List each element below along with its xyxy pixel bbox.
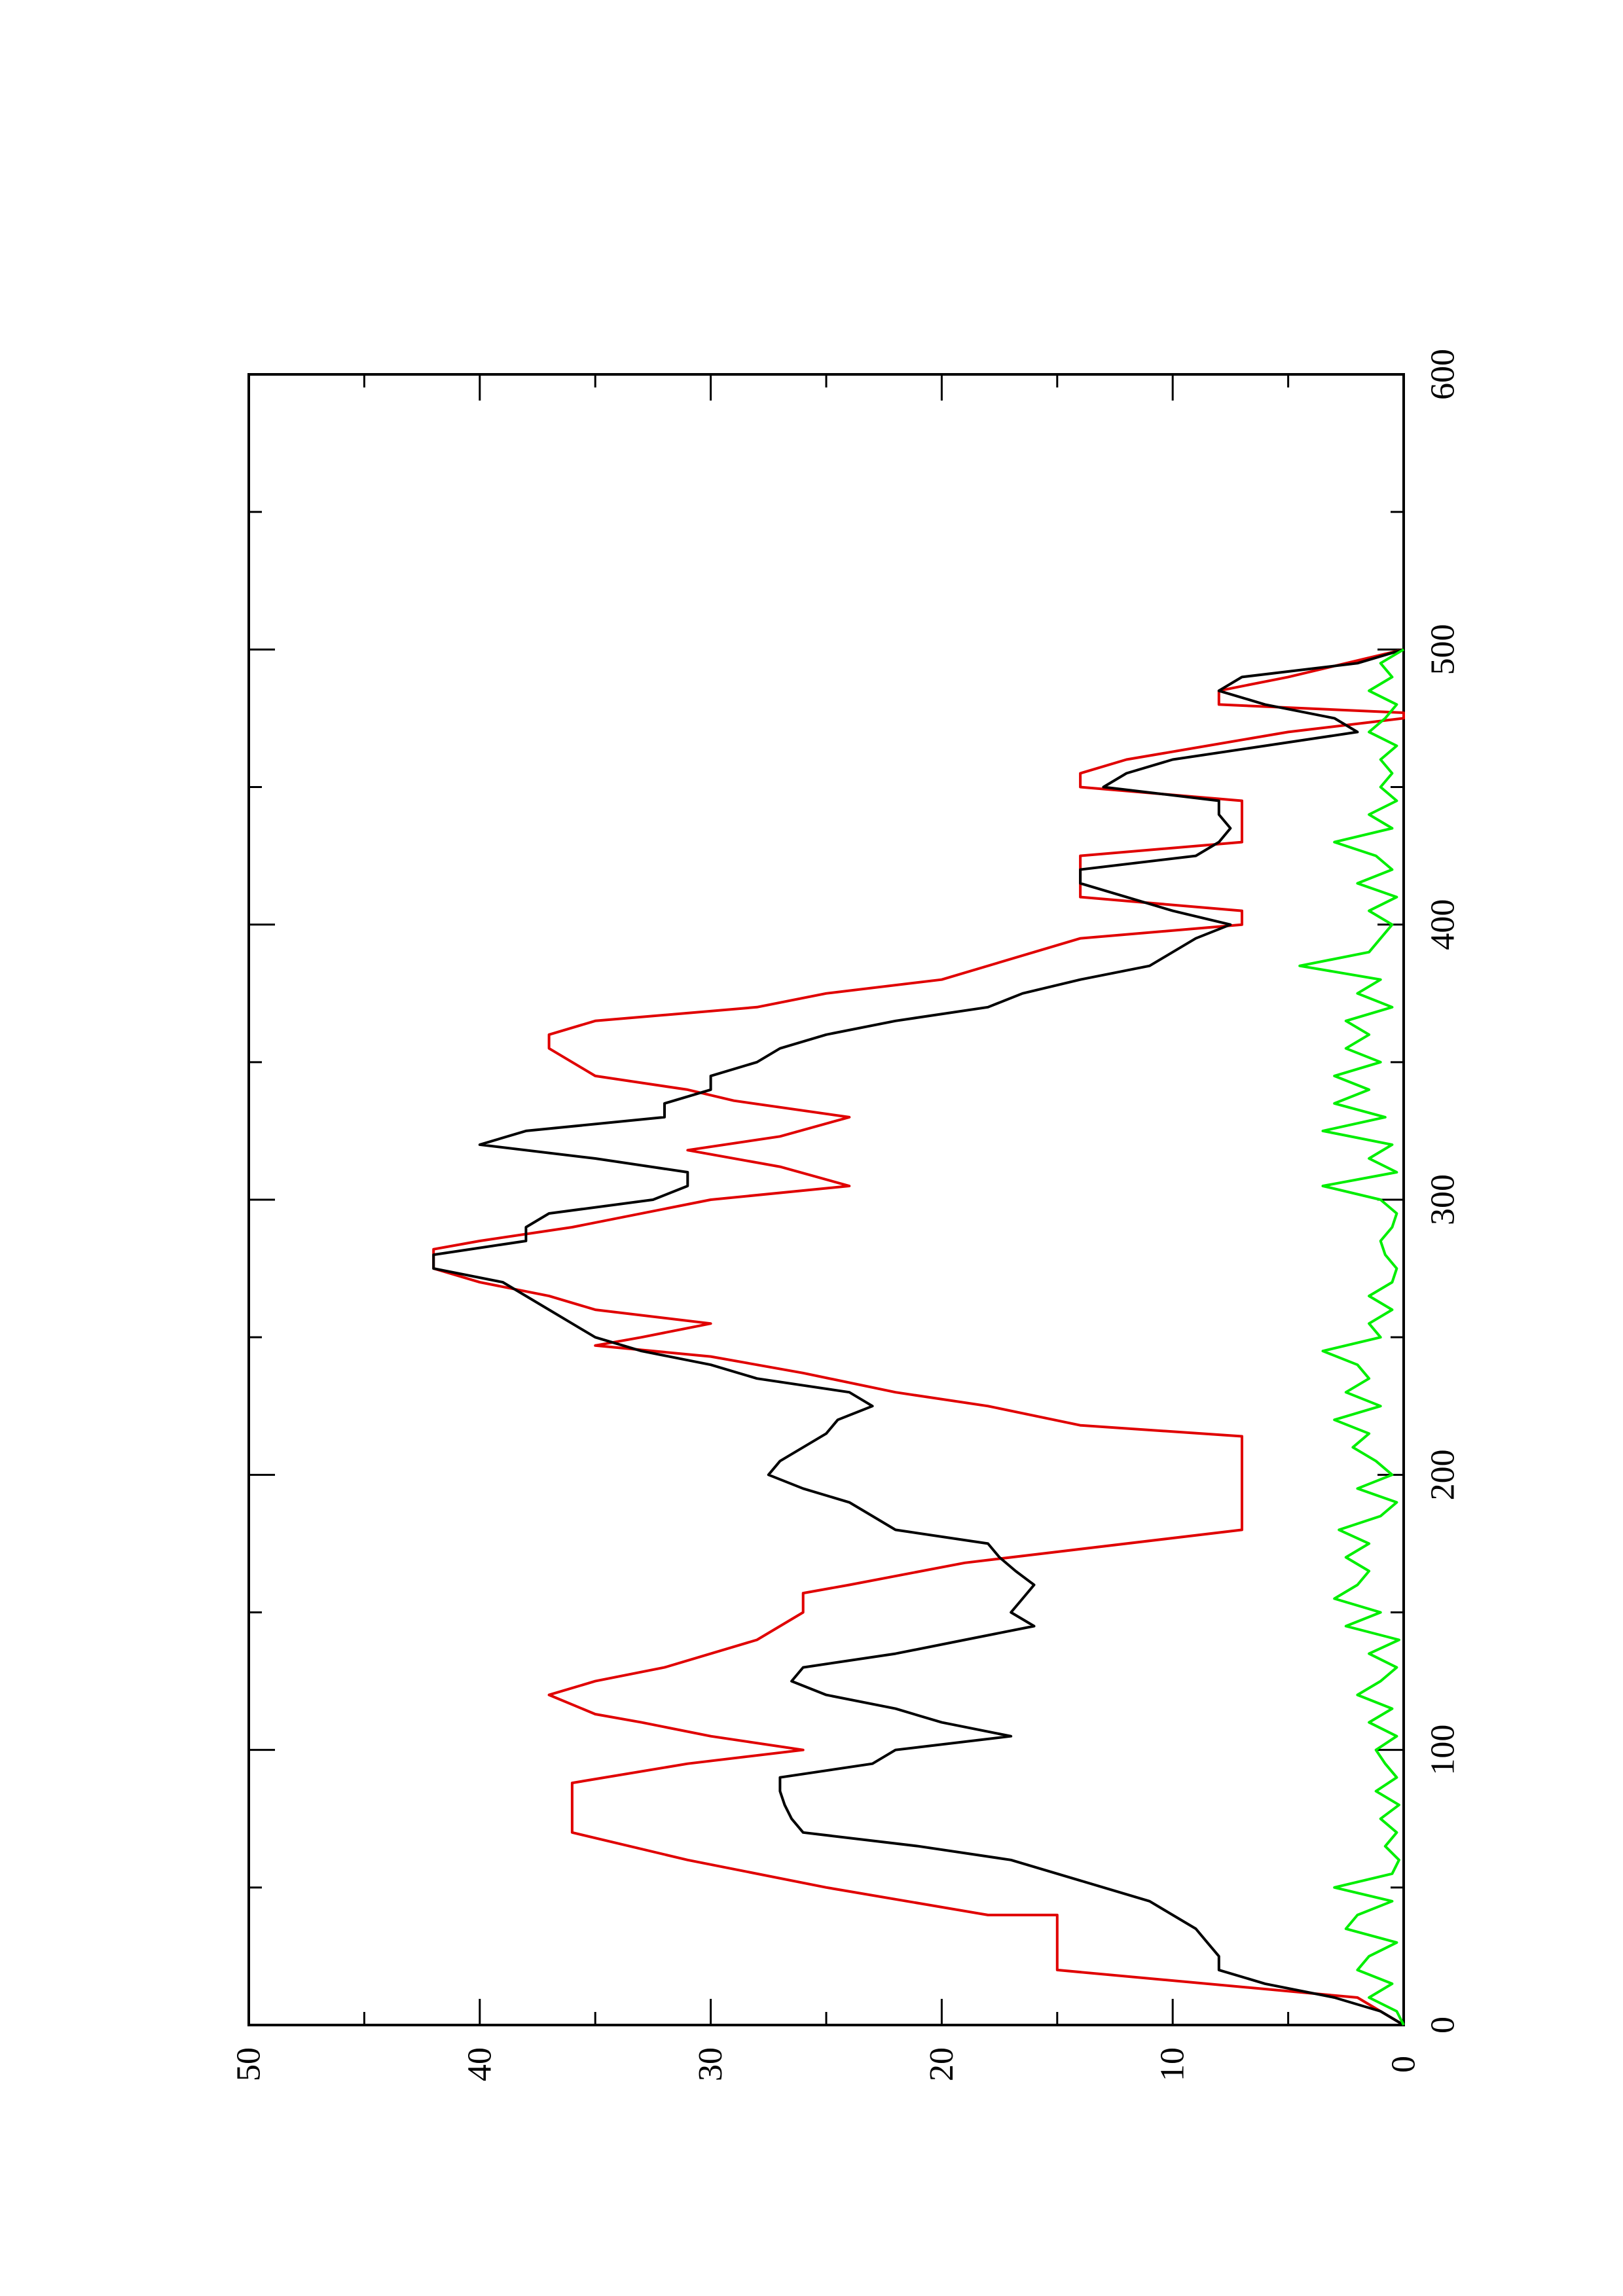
x-tick-label: 0 (1425, 2017, 1462, 2034)
x-tick-label: 600 (1425, 349, 1462, 400)
y-tick-label: 10 (1154, 2047, 1192, 2081)
tick-labels: 0 100 200 300 400 500 600 0 10 20 30 40 50 (230, 349, 1462, 2081)
series-line-3 (1298, 648, 1405, 2026)
y-tick-label: 30 (692, 2047, 729, 2081)
plot-frame (247, 373, 1405, 2026)
x-tick-label: 100 (1425, 1725, 1462, 1776)
y-tick-label: 0 (1385, 2056, 1423, 2073)
axis-ticks (247, 373, 1405, 2026)
series-layer (432, 648, 1405, 2026)
series-line-1 (432, 648, 1405, 2026)
y-tick-label: 50 (230, 2047, 268, 2081)
x-tick-label: 300 (1425, 1174, 1462, 1225)
y-tick-label: 40 (461, 2047, 498, 2081)
x-tick-label: 200 (1425, 1449, 1462, 1500)
series-line-2 (432, 648, 1405, 2026)
x-tick-label: 500 (1425, 624, 1462, 675)
y-tick-label: 20 (923, 2047, 960, 2081)
x-tick-label: 400 (1425, 899, 1462, 950)
